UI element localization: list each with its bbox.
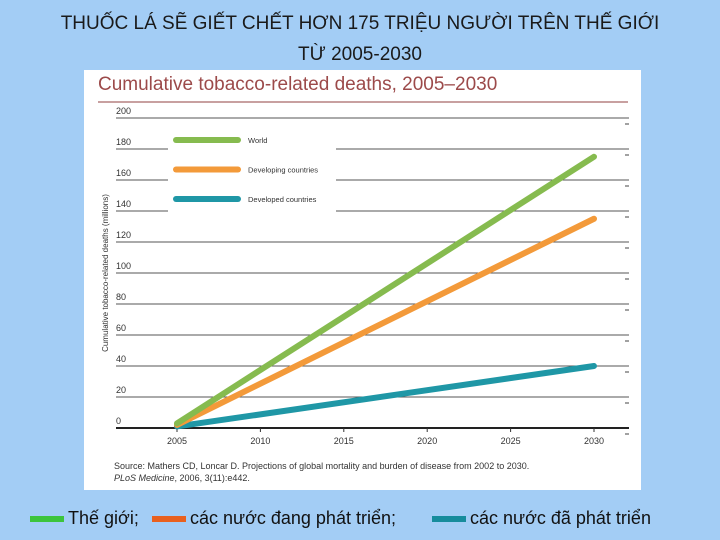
bottom-legend-world-swatch [30, 516, 64, 523]
bottom-legend-developing-label: các nước đang phát triển; [190, 508, 396, 528]
source-journal: PLoS Medicine [114, 473, 175, 483]
bottom-legend-developed: các nước đã phát triển [432, 508, 651, 529]
y-tick-label-100: 100 [116, 261, 131, 271]
y-tick-label-120: 120 [116, 230, 131, 240]
slide-title-line-2: TỪ 2005-2030 [298, 44, 422, 65]
y-tick-label-80: 80 [116, 292, 126, 302]
series-line-developing-countries [174, 215, 597, 428]
legend-label-world: World [248, 136, 267, 145]
x-tick-label-2015: 2015 [334, 436, 354, 446]
source-citation: , 2006, 3(11):e442. [174, 473, 250, 483]
bottom-legend-developing: các nước đang phát triển; [152, 508, 396, 529]
chart: 0 20 40 60 80 100 120 140 160 180 200 2005 2010 2015 2… [101, 106, 629, 446]
x-tick-label-2030: 2030 [584, 436, 604, 446]
legend-label-developing-countries: Developing countries [248, 166, 318, 175]
y-tick-label-200: 200 [116, 106, 131, 116]
chart-panel: 0 20 40 60 80 100 120 140 160 180 200 2005 2010 2015 2… [84, 70, 641, 490]
bottom-legend-developed-label: các nước đã phát triển [470, 508, 651, 528]
slide-title-line-1: THUỐC LÁ SẼ GIẾT CHẾT HƠN 175 TRIỆU NGƯỜ… [60, 13, 660, 34]
bottom-legend: Thế giới; các nước đang phát triển; các … [0, 508, 720, 536]
source-text: Source: Mathers CD, Loncar D. Projection… [114, 461, 530, 471]
y-tick-label-180: 180 [116, 137, 131, 147]
x-tick-label-2025: 2025 [501, 436, 521, 446]
y-tick-label-60: 60 [116, 323, 126, 333]
x-tick-label-2010: 2010 [250, 436, 270, 446]
y-tick-label-140: 140 [116, 199, 131, 209]
x-tick-label-2005: 2005 [167, 436, 187, 446]
bottom-legend-developing-swatch [152, 516, 186, 523]
y-tick-label-40: 40 [116, 354, 126, 364]
series-line-world [174, 153, 597, 427]
bottom-legend-world: Thế giới; [30, 508, 139, 529]
bottom-legend-world-label: Thế giới; [68, 508, 139, 528]
y-axis-label: Cumulative tobacco-related deaths (milli… [101, 194, 110, 352]
chart-title: Cumulative tobacco-related deaths, 2005–… [98, 74, 498, 95]
y-tick-label-0: 0 [116, 416, 121, 426]
y-tick-label-160: 160 [116, 168, 131, 178]
bottom-legend-developed-swatch [432, 516, 466, 523]
legend-label-developed-countries: Developed countries [248, 195, 317, 204]
chart-title-divider [98, 101, 628, 103]
chart-source: Source: Mathers CD, Loncar D. Projection… [114, 460, 634, 484]
slide-title: THUỐC LÁ SẼ GIẾT CHẾT HƠN 175 TRIỆU NGƯỜ… [0, 8, 720, 70]
y-tick-label-20: 20 [116, 385, 126, 395]
series-line-developed-countries [174, 363, 597, 430]
x-tick-label-2020: 2020 [417, 436, 437, 446]
